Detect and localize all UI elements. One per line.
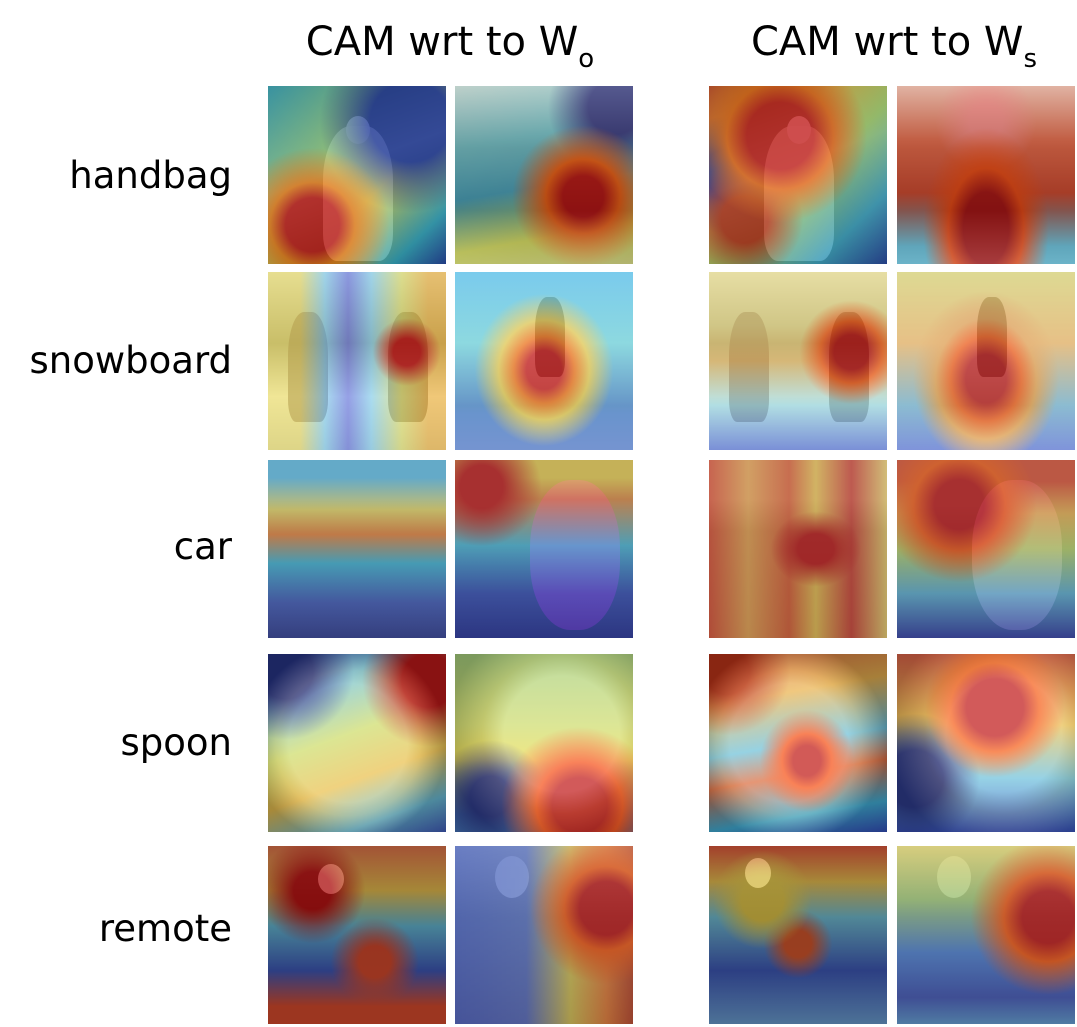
heatmap-spoon-wo-1 bbox=[268, 654, 446, 832]
row-label-spoon: spoon bbox=[120, 721, 233, 764]
heatmap-snowboard-ws-2 bbox=[897, 272, 1075, 450]
heatmap-remote-wo-2 bbox=[455, 846, 633, 1024]
heatmap-handbag-wo-1 bbox=[268, 86, 446, 264]
row-label-remote: remote bbox=[98, 907, 232, 950]
row-label-car: car bbox=[173, 525, 232, 568]
header-cam-ws-main: CAM wrt to W bbox=[750, 19, 1024, 65]
heatmap-spoon-ws-2 bbox=[897, 654, 1075, 832]
header-cam-ws-subscript: s bbox=[1023, 44, 1038, 74]
heatmap-handbag-ws-1 bbox=[709, 86, 887, 264]
heatmap-spoon-wo-2 bbox=[455, 654, 633, 832]
header-cam-wo-main: CAM wrt to W bbox=[305, 19, 579, 65]
heatmap-snowboard-wo-1 bbox=[268, 272, 446, 450]
heatmap-snowboard-wo-2 bbox=[455, 272, 633, 450]
heatmap-remote-ws-2 bbox=[897, 846, 1075, 1024]
heatmap-car-wo-1 bbox=[268, 460, 446, 638]
heatmap-car-ws-1 bbox=[709, 460, 887, 638]
row-label-snowboard: snowboard bbox=[29, 339, 232, 382]
heatmap-snowboard-ws-1 bbox=[709, 272, 887, 450]
header-cam-wo-subscript: o bbox=[578, 44, 595, 74]
heatmap-car-wo-2 bbox=[455, 460, 633, 638]
heatmap-handbag-wo-2 bbox=[455, 86, 633, 264]
row-label-handbag: handbag bbox=[69, 154, 232, 197]
heatmap-handbag-ws-2 bbox=[897, 86, 1075, 264]
heatmap-spoon-ws-1 bbox=[709, 654, 887, 832]
header-cam-ws: CAM wrt to Ws bbox=[709, 14, 1077, 75]
heatmap-remote-wo-1 bbox=[268, 846, 446, 1024]
header-cam-wo: CAM wrt to Wo bbox=[265, 14, 635, 75]
heatmap-remote-ws-1 bbox=[709, 846, 887, 1024]
heatmap-car-ws-2 bbox=[897, 460, 1075, 638]
